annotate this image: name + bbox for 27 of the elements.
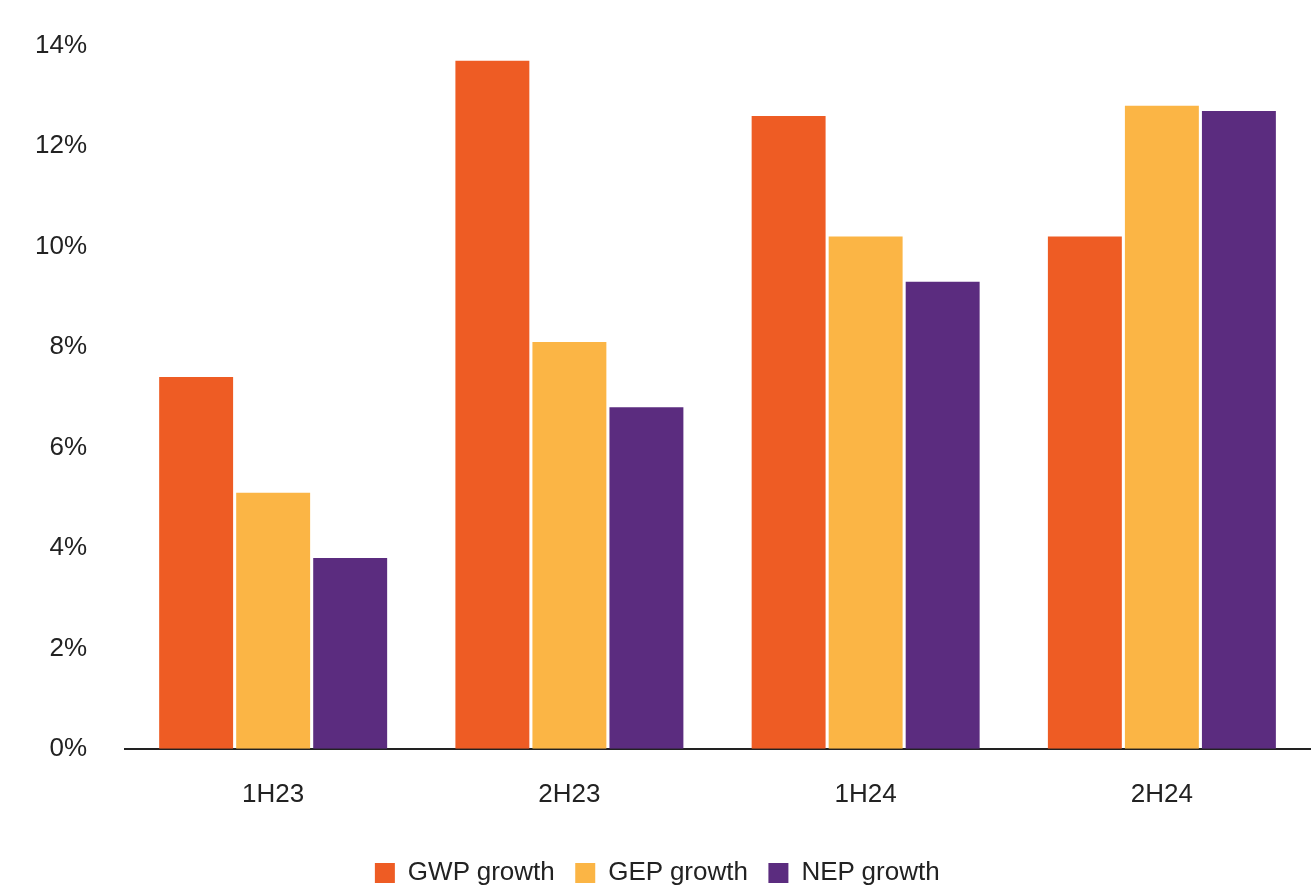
y-tick-label: 14% — [34, 28, 88, 59]
legend-label: GWP growth — [407, 856, 555, 887]
y-tick-label: 6% — [49, 430, 88, 461]
y-tick-label: 0% — [49, 731, 88, 762]
bar — [532, 341, 607, 749]
bar — [236, 492, 311, 749]
bar — [455, 60, 530, 749]
bar — [1124, 105, 1199, 749]
y-tick-label: 10% — [34, 229, 88, 260]
bar — [159, 377, 234, 749]
legend-label: GEP growth — [608, 856, 748, 887]
bar — [751, 115, 826, 749]
legend-label: NEP growth — [801, 856, 940, 887]
x-tick-label: 1H23 — [242, 777, 305, 808]
bar — [1201, 110, 1276, 749]
bar — [828, 236, 903, 749]
y-tick-label: 8% — [49, 330, 88, 361]
x-tick-label: 1H24 — [834, 777, 897, 808]
y-tick-label: 2% — [49, 631, 88, 662]
y-tick-label: 12% — [34, 129, 88, 160]
x-tick-label: 2H23 — [538, 777, 601, 808]
y-tick-label: 4% — [49, 531, 88, 562]
bar — [609, 407, 684, 749]
bar — [905, 281, 980, 749]
bar — [1047, 236, 1122, 749]
x-tick-label: 2H24 — [1130, 777, 1193, 808]
bar — [313, 557, 388, 749]
